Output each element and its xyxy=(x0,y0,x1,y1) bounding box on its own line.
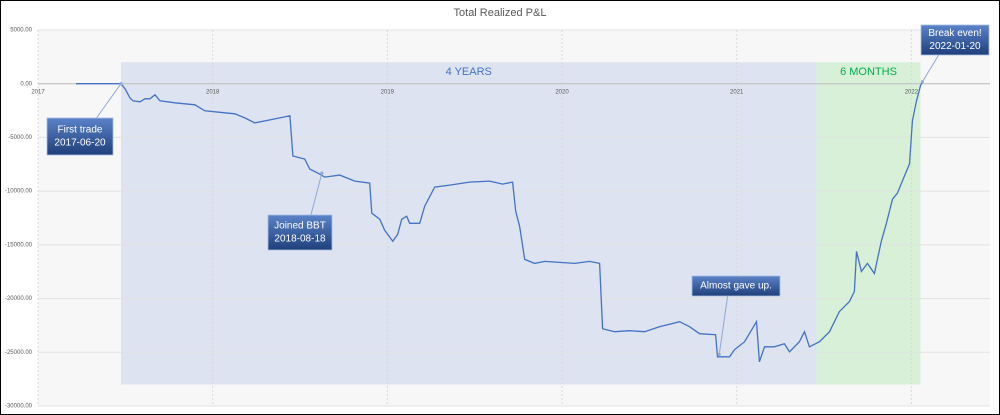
y-tick-label: -20000.00 xyxy=(5,296,33,302)
callout-arrow xyxy=(921,54,940,82)
callout-box xyxy=(691,275,781,297)
callout-arrow xyxy=(96,83,122,119)
callout-tip xyxy=(717,352,721,357)
callout-tip xyxy=(320,171,324,175)
callout-text: Almost gave up. xyxy=(700,281,772,292)
callout-tip xyxy=(920,80,924,84)
callout-text: 2018-08-18 xyxy=(274,234,326,245)
band-label: 4 YEARS xyxy=(446,66,492,78)
callout-arrow xyxy=(310,172,323,216)
chart-title: Total Realized P&L xyxy=(454,7,547,19)
y-tick-label: -10000.00 xyxy=(5,189,33,195)
y-tick-label: -15000.00 xyxy=(5,242,33,248)
callout-text: First trade xyxy=(57,125,102,136)
period-band xyxy=(816,62,921,385)
y-tick-label: 5000.00 xyxy=(10,28,32,34)
x-tick-label: 2020 xyxy=(555,89,569,95)
y-tick-label: -25000.00 xyxy=(5,350,33,356)
period-band xyxy=(120,62,817,385)
callout-arrow xyxy=(718,295,729,355)
x-tick-label: 2018 xyxy=(206,89,220,95)
x-tick-label: 2022 xyxy=(905,89,919,95)
callout-box xyxy=(267,214,333,251)
callout-tip xyxy=(119,82,123,86)
pnl-line xyxy=(75,81,923,363)
y-tick-label: 0.00 xyxy=(20,81,32,87)
callout-text: Joined BBT xyxy=(274,221,326,232)
callout-text: Break even! xyxy=(928,28,981,39)
y-tick-label: -30000.00 xyxy=(5,404,33,410)
y-tick-label: -5000.00 xyxy=(8,135,32,141)
x-tick-label: 2021 xyxy=(730,89,744,95)
x-tick-label: 2017 xyxy=(31,89,45,95)
x-tick-label: 2019 xyxy=(381,89,395,95)
callout-text: 2022-01-20 xyxy=(929,41,981,52)
callout-box xyxy=(920,24,990,56)
callout-box xyxy=(46,117,114,156)
band-label: 6 MONTHS xyxy=(840,66,897,78)
callout-text: 2017-06-20 xyxy=(54,138,106,149)
